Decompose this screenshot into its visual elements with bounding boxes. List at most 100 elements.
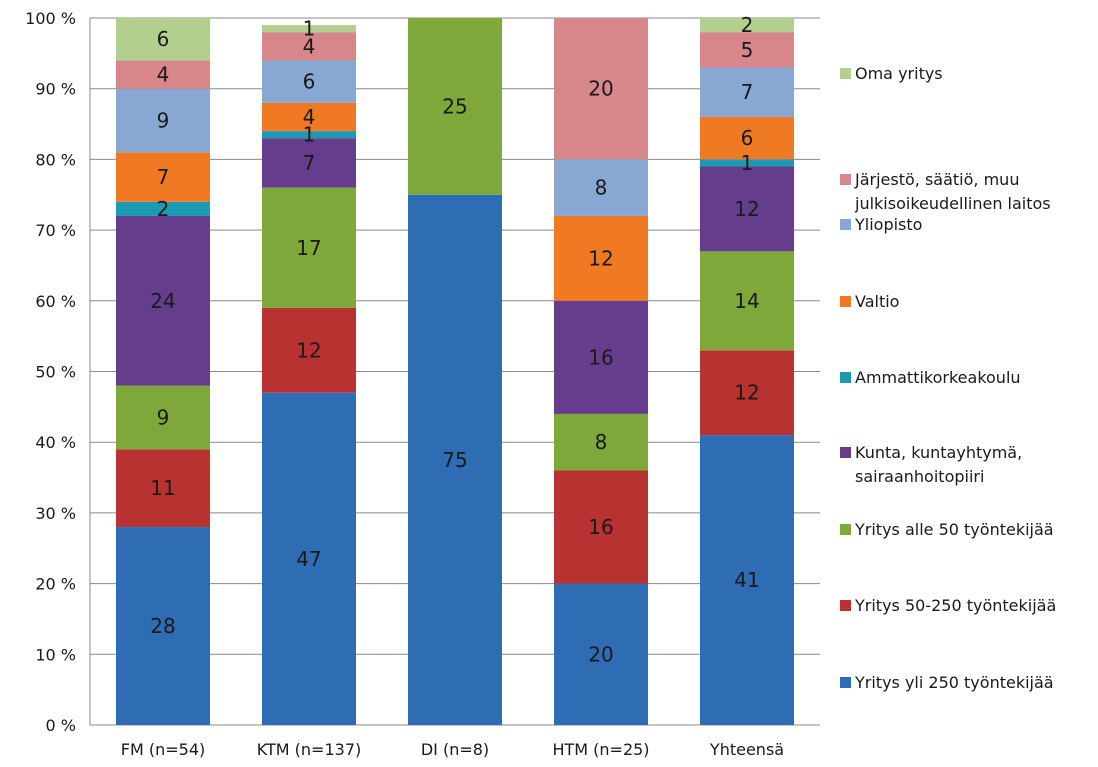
data-label: 11 [150,476,175,500]
bar-segment [408,18,502,195]
bar-segment [116,152,210,202]
legend-item: Yritys 50-250 työntekijää [840,594,1095,618]
data-label: 5 [741,38,754,62]
data-label: 7 [741,80,754,104]
data-label: 25 [442,94,467,118]
bar-segment [262,32,356,61]
data-label: 2 [157,197,170,221]
legend-item: Ammattikorkeakoulu [840,366,1095,390]
bar-segment [116,60,210,89]
bar-segment [554,215,648,301]
x-category-label: DI (n=8) [421,740,489,759]
legend-label: Valtio [855,292,900,311]
bar-segment [700,32,794,68]
segment-labels: 2811924279464712177146417525201681612820… [150,13,759,666]
legend-swatch [840,219,851,230]
y-tick-label: 50 % [35,363,76,382]
y-tick-label: 60 % [35,292,76,311]
bars [116,18,794,725]
legend-item: Yliopisto [840,213,1095,237]
x-axis-categories: FM (n=54) KTM (n=137) DI (n=8) HTM (n=25) Yh… [121,740,784,759]
legend-label: Yritys 50-250 työntekijää [855,596,1057,615]
data-label: 6 [157,27,170,51]
y-tick-label: 70 % [35,221,76,240]
legend-label: Yritys yli 250 työntekijää [855,673,1054,692]
data-label: 4 [303,105,316,129]
bar-segment [700,350,794,436]
bar-segment [700,116,794,160]
bar-segment [116,201,210,216]
data-label: 4 [157,63,170,87]
data-label: 6 [303,70,316,94]
data-label: 24 [150,289,175,313]
legend-label: Yritys alle 50 työntekijää [855,520,1054,539]
data-label: 9 [157,109,170,133]
bar-segment [262,102,356,132]
data-label: 8 [595,176,608,200]
legend-swatch [840,174,851,185]
data-label: 1 [303,17,316,41]
data-label: 28 [150,614,175,638]
data-label: 14 [734,289,759,313]
legend-swatch [840,447,851,458]
data-label: 1 [741,151,754,175]
legend: Oma yritys Järjestö, säätiö, muu julkisoi… [840,0,1098,767]
bar-segment [700,18,794,33]
data-label: 12 [588,246,613,270]
y-tick-label: 10 % [35,645,76,664]
data-label: 41 [734,568,759,592]
y-tick-label: 80 % [35,150,76,169]
legend-label: Järjestö, säätiö, muu julkisoikeudelline… [855,170,1051,213]
bar-segment [554,300,648,414]
legend-swatch [840,68,851,79]
legend-label: Ammattikorkeakoulu [855,368,1021,387]
bar-segment [554,159,648,216]
y-tick-label: 0 % [46,716,76,735]
bar-segment [262,307,356,393]
data-label: 12 [734,381,759,405]
y-tick-label: 30 % [35,504,76,523]
legend-item: Yritys yli 250 työntekijää [840,671,1095,695]
data-label: 47 [296,547,321,571]
bar-segment [116,449,210,528]
data-label: 17 [296,236,321,260]
x-category-label: KTM (n=137) [257,740,361,759]
legend-item: Järjestö, säätiö, muu julkisoikeudelline… [840,168,1095,216]
legend-item: Valtio [840,290,1095,314]
bar-segment [554,470,648,584]
bar-segment [554,413,648,471]
data-label: 20 [588,642,613,666]
data-label: 75 [442,448,467,472]
bar-segment [116,88,210,153]
legend-label: Oma yritys [855,64,943,83]
bar-segment [700,435,794,725]
legend-item: Yritys alle 50 työntekijää [840,518,1095,542]
legend-item: Oma yritys [840,62,1095,86]
bar-segment [554,583,648,725]
bar-segment [262,138,356,188]
data-label: 7 [303,151,316,175]
x-category-label: FM (n=54) [121,740,205,759]
bar-segment [262,25,356,33]
bar-segment [700,67,794,117]
bar-segment [700,251,794,351]
legend-swatch [840,600,851,611]
data-label: 8 [595,430,608,454]
bar-segment [116,385,210,450]
y-axis-ticks: 0 % 10 % 20 % 30 % 40 % 50 % 60 % 70 % 80 % 90 % 1… [25,9,76,735]
data-label: 16 [588,515,613,539]
data-label: 7 [157,165,170,189]
bar-segment [262,60,356,103]
bar-segment [700,166,794,252]
y-tick-label: 40 % [35,433,76,452]
y-tick-label: 90 % [35,80,76,99]
data-label: 9 [157,405,170,429]
legend-label: Yliopisto [855,215,923,234]
bar-segment [116,215,210,386]
y-tick-label: 20 % [35,575,76,594]
legend-swatch [840,524,851,535]
legend-label: Kunta, kuntayhtymä, sairaanhoitopiiri [855,443,1023,486]
bar-segment [116,18,210,61]
data-label: 12 [296,338,321,362]
data-label: 4 [303,34,316,58]
